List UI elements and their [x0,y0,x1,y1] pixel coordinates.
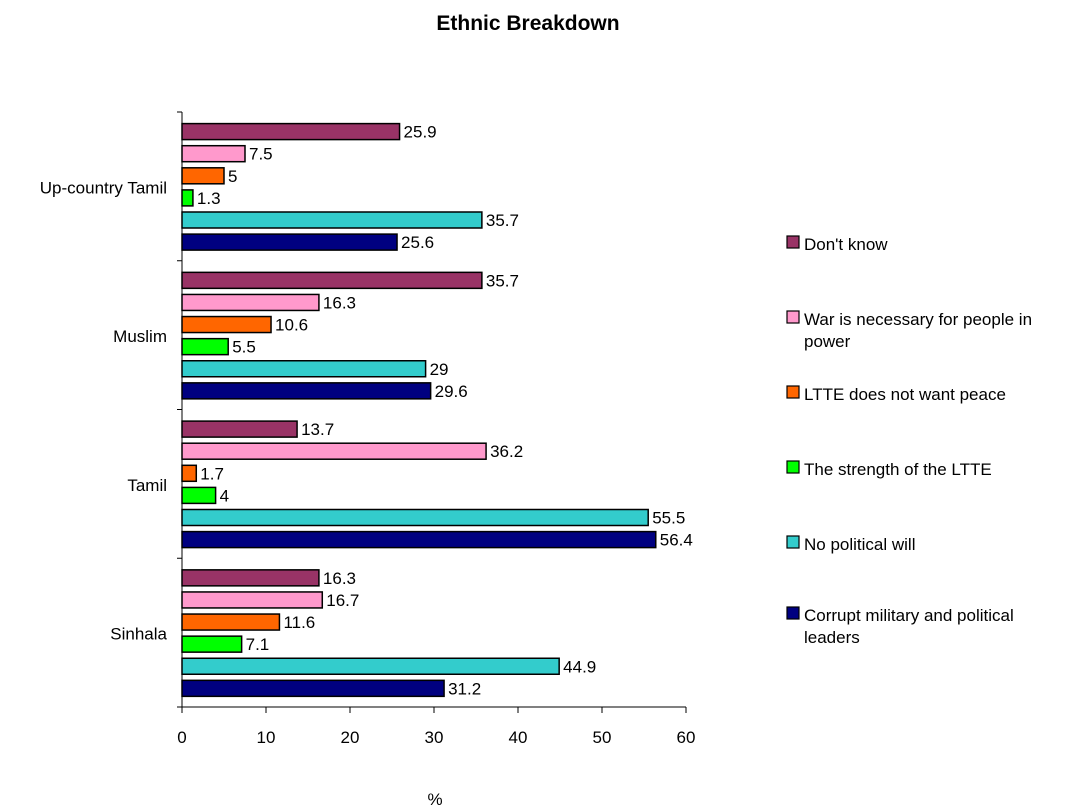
data-label: 29.6 [435,382,468,401]
bar [181,167,225,185]
bar [181,486,217,505]
data-label: 11.6 [283,613,315,632]
bar [181,508,649,527]
legend-label: power [804,332,851,351]
x-tick-label: 0 [177,728,186,747]
data-label: 10.6 [275,316,308,335]
bar [181,122,401,141]
data-label: 31.2 [448,679,481,698]
x-tick-label: 10 [257,728,276,747]
data-label: 13.7 [301,420,334,439]
bar [181,293,320,312]
legend-swatch [786,606,800,620]
data-label: 5.5 [232,338,256,357]
x-tick-label: 50 [593,728,612,747]
bar [181,530,657,549]
data-label: 7.1 [246,635,270,654]
bar [181,211,483,229]
data-label: 4 [220,486,229,505]
legend-label: leaders [804,628,860,647]
data-label: 25.6 [401,233,434,252]
data-label: 1.7 [200,464,224,483]
bar [181,337,229,356]
legend-label: War is necessary for people in [804,310,1032,329]
legend-label: No political will [804,535,915,554]
bar [181,442,487,460]
data-label: 36.2 [490,442,523,461]
data-label: 5 [228,167,237,186]
bar [181,569,320,587]
bar [181,679,445,698]
legend-swatch [786,235,800,249]
bar [181,420,298,438]
data-label: 29 [430,360,449,379]
legend-swatch [786,310,800,324]
bar [181,657,560,675]
legend-swatch [786,385,800,399]
data-label: 55.5 [652,509,685,528]
data-label: 7.5 [249,145,273,164]
axes-group: Sinhala Tamil Muslim Up-country Tamil 0 10 20 3… [40,111,696,747]
legend-label: LTTE does not want peace [804,385,1006,404]
category-label: Up-country Tamil [40,178,167,197]
chart-title: Ethnic Breakdown [436,12,619,35]
legend-label: Don't know [804,235,888,254]
legend-swatch [786,460,800,474]
bar [181,315,272,334]
data-label: 25.9 [404,123,437,142]
data-label: 1.3 [197,189,221,208]
x-tick-label: 30 [425,728,444,747]
data-label: 44.9 [563,657,596,676]
legend-label: The strength of the LTTE [804,460,992,479]
data-label: 16.3 [323,569,356,588]
bar [181,233,398,251]
category-label: Tamil [127,476,167,495]
category-label: Muslim [113,327,167,346]
data-label: 16.7 [326,591,359,610]
bars-group: 31.244.97.111.616.716.356.455.541.736.21… [181,122,693,698]
x-tick-label: 20 [341,728,360,747]
bar [181,382,432,400]
bar [181,360,427,378]
data-label: 35.7 [486,211,519,230]
bar [181,189,194,207]
bar [181,635,243,653]
legend-label: Corrupt military and political [804,606,1014,625]
data-label: 56.4 [660,531,693,550]
legend: Don't know War is necessary for people in… [786,235,1032,647]
bar [181,591,324,609]
bar [181,271,483,290]
legend-swatch [786,535,800,549]
x-tick-label: 60 [677,728,696,747]
bar [181,464,198,483]
x-tick-label: 40 [509,728,528,747]
category-label: Sinhala [110,625,167,644]
data-label: 16.3 [323,293,356,312]
bar [181,613,281,631]
x-axis-label: % [427,790,442,807]
bar [181,144,246,163]
data-label: 35.7 [486,271,519,290]
